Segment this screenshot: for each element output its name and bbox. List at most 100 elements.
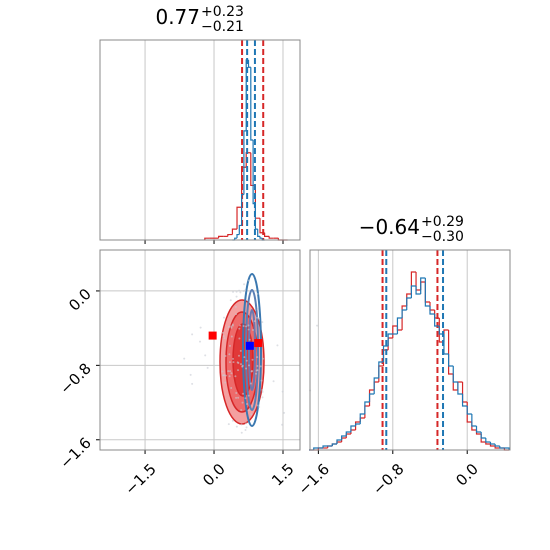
sample-point	[261, 388, 264, 391]
panel-frame	[309, 249, 511, 451]
sample-point	[256, 364, 259, 367]
hist-step	[415, 286, 421, 295]
sample-point	[229, 370, 232, 373]
hist-step	[396, 317, 403, 334]
sample-point	[240, 408, 243, 411]
hist-step	[378, 361, 384, 378]
sample-point	[230, 372, 233, 375]
hist-step	[236, 206, 242, 230]
hist-step	[485, 438, 491, 443]
hist-step	[227, 233, 233, 237]
sample-point	[234, 375, 237, 378]
sample-point	[258, 317, 261, 320]
hist-step	[250, 152, 256, 187]
sample-point	[243, 356, 246, 359]
density-contours	[183, 273, 319, 434]
sample-point	[256, 404, 259, 407]
sample-point	[256, 356, 259, 359]
hist-step	[489, 444, 496, 447]
sample-point	[230, 325, 233, 328]
sample-point	[234, 305, 237, 308]
hist-step	[350, 425, 356, 432]
hist-step	[313, 447, 319, 450]
hist-step	[448, 330, 454, 375]
sample-point	[245, 367, 248, 370]
hist-step	[204, 237, 210, 240]
sample-point	[240, 423, 243, 426]
sample-point	[191, 333, 194, 336]
hist-step	[406, 297, 412, 310]
title-lower: −0.30	[421, 229, 464, 245]
sample-point	[232, 290, 235, 293]
sample-point	[228, 344, 231, 347]
sample-point	[251, 329, 254, 332]
sample-point	[227, 370, 230, 373]
sample-point	[224, 374, 227, 377]
sample-point	[247, 328, 250, 331]
hist-step	[475, 426, 482, 433]
sample-point	[228, 325, 231, 328]
sample-point	[251, 358, 254, 361]
sample-point	[316, 324, 319, 327]
sample-point	[223, 316, 226, 319]
sample-point	[258, 406, 261, 409]
sample-point	[272, 380, 275, 383]
hist-step	[236, 233, 240, 239]
sample-point	[259, 365, 262, 368]
sample-point	[228, 361, 231, 364]
sample-point	[231, 419, 234, 422]
sample-point	[221, 331, 224, 334]
panel-frame	[99, 249, 301, 451]
marker	[208, 331, 217, 340]
hist-step	[429, 306, 435, 315]
hist-step	[234, 237, 238, 240]
hist-step	[250, 67, 254, 141]
hist-step	[241, 193, 244, 226]
hist-step	[345, 431, 351, 436]
hist-step	[489, 442, 496, 445]
sample-point	[229, 299, 232, 302]
sample-point	[242, 324, 245, 327]
sample-point	[247, 279, 250, 282]
sample-point	[239, 349, 242, 352]
title-lower: −0.21	[201, 19, 244, 35]
hist-step	[424, 278, 430, 307]
sample-point	[230, 335, 233, 338]
sample-point	[224, 355, 227, 358]
hist-step	[499, 446, 505, 449]
hist-step	[218, 235, 224, 239]
sample-point	[256, 292, 259, 295]
sample-point	[247, 409, 250, 412]
sample-point	[235, 290, 238, 293]
hist-step	[331, 443, 337, 446]
sample-point	[199, 340, 202, 343]
contour	[248, 309, 256, 391]
sample-point	[238, 337, 241, 340]
hist-step	[354, 421, 361, 430]
hist-step	[471, 414, 477, 427]
sample-point	[222, 374, 225, 377]
sample-point	[245, 402, 248, 405]
hist-step	[322, 445, 328, 448]
sample-point	[224, 381, 227, 384]
sample-point	[238, 289, 241, 292]
sample-point	[250, 370, 253, 373]
sample-point	[206, 366, 209, 369]
marker	[245, 341, 254, 350]
sample-point	[247, 324, 250, 327]
sample-point	[262, 357, 265, 360]
sample-point	[228, 375, 231, 378]
sample-point	[240, 431, 243, 434]
sample-point	[261, 396, 264, 399]
sample-point	[241, 365, 244, 368]
sample-point	[281, 390, 284, 393]
sample-point	[242, 289, 245, 292]
sample-point	[230, 386, 233, 389]
sample-point	[235, 396, 238, 399]
hist-step	[257, 229, 260, 237]
sample-point	[223, 337, 226, 340]
sample-point	[245, 325, 248, 328]
sample-point	[237, 354, 240, 357]
hist-step	[373, 377, 379, 394]
